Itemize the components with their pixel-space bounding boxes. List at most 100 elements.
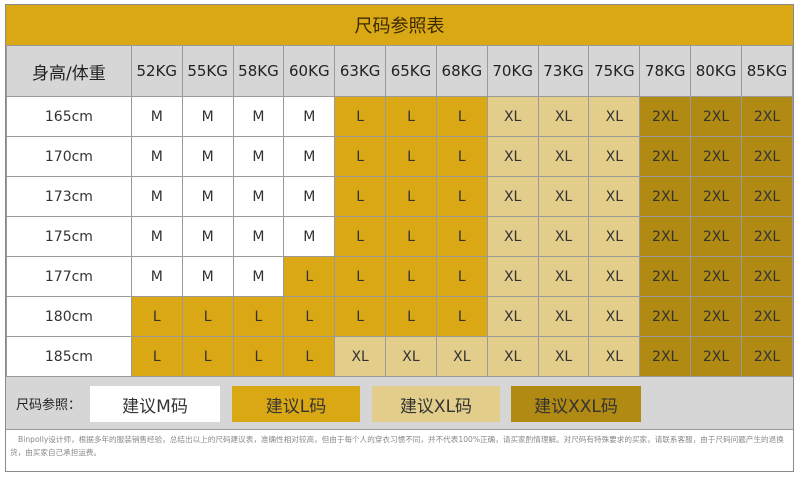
size-cell: L bbox=[283, 336, 336, 377]
legend-l-swatch: 建议L码 bbox=[232, 386, 360, 422]
legend-m-swatch: 建议M码 bbox=[90, 386, 220, 422]
size-cell: 2XL bbox=[690, 176, 742, 217]
size-cell: L bbox=[385, 296, 437, 337]
size-cell: 2XL bbox=[690, 256, 742, 297]
size-cell: 2XL bbox=[639, 256, 692, 297]
table-row: 180cm L L L L L L L XL XL XL 2XL 2XL 2XL bbox=[6, 296, 793, 337]
table-row: 165cm M M M M L L L XL XL XL 2XL 2XL 2XL bbox=[6, 96, 793, 137]
height-cell: 185cm bbox=[6, 336, 132, 377]
size-cell: XL bbox=[486, 216, 539, 257]
size-cell: 2XL bbox=[639, 296, 692, 337]
size-cell: 2XL bbox=[740, 336, 793, 377]
table-row: 173cm M M M M L L L XL XL XL 2XL 2XL 2XL bbox=[6, 176, 793, 217]
size-cell: M bbox=[283, 216, 336, 257]
weight-header: 75KG bbox=[588, 45, 641, 97]
size-cell: L bbox=[435, 136, 488, 177]
size-cell: L bbox=[385, 256, 437, 297]
size-cell: M bbox=[181, 96, 234, 137]
size-cell: 2XL bbox=[690, 336, 742, 377]
size-cell: M bbox=[283, 176, 336, 217]
size-cell: L bbox=[283, 256, 336, 297]
table-row: 177cm M M M L L L L XL XL XL 2XL 2XL 2XL bbox=[6, 256, 793, 297]
size-cell: L bbox=[385, 96, 437, 137]
size-cell: XL bbox=[385, 336, 437, 377]
height-cell: 175cm bbox=[6, 216, 132, 257]
size-cell: XL bbox=[486, 176, 539, 217]
size-cell: 2XL bbox=[740, 296, 793, 337]
size-cell: 2XL bbox=[639, 336, 692, 377]
header-row: 身高/体重 52KG 55KG 58KG 60KG 63KG 65KG 68KG 70KG 73… bbox=[6, 45, 793, 97]
size-cell: XL bbox=[588, 296, 641, 337]
weight-header: 63KG bbox=[334, 45, 387, 97]
size-cell: M bbox=[130, 176, 183, 217]
size-cell: M bbox=[181, 176, 234, 217]
size-cell: M bbox=[232, 256, 285, 297]
corner-header: 身高/体重 bbox=[6, 45, 132, 97]
legend-label: 尺码参照： bbox=[16, 397, 82, 413]
size-cell: M bbox=[130, 256, 183, 297]
height-cell: 170cm bbox=[6, 136, 132, 177]
size-cell: 2XL bbox=[690, 96, 742, 137]
legend: 尺码参照： 建议M码 建议L码 建议XL码 建议XXL码 bbox=[6, 376, 793, 430]
height-cell: 180cm bbox=[6, 296, 132, 337]
size-cell: M bbox=[283, 96, 336, 137]
height-cell: 177cm bbox=[6, 256, 132, 297]
disclaimer-note: Binpolly设计师，根据多年的服装销售经验，总结出以上的尺码建议表，准确性相… bbox=[10, 435, 784, 457]
size-cell: XL bbox=[588, 216, 641, 257]
size-cell: XL bbox=[435, 336, 488, 377]
size-cell: L bbox=[385, 136, 437, 177]
weight-header: 70KG bbox=[486, 45, 539, 97]
size-cell: XL bbox=[486, 96, 539, 137]
weight-header: 80KG bbox=[690, 45, 742, 97]
size-cell: XL bbox=[537, 216, 590, 257]
size-cell: L bbox=[435, 176, 488, 217]
size-cell: L bbox=[334, 256, 387, 297]
size-cell: L bbox=[334, 296, 387, 337]
size-cell: L bbox=[283, 296, 336, 337]
size-cell: XL bbox=[537, 296, 590, 337]
weight-header: 68KG bbox=[435, 45, 488, 97]
size-cell: 2XL bbox=[690, 136, 742, 177]
size-cell: L bbox=[130, 336, 183, 377]
size-cell: 2XL bbox=[740, 256, 793, 297]
size-cell: XL bbox=[486, 136, 539, 177]
size-cell: XL bbox=[537, 96, 590, 137]
size-cell: L bbox=[435, 296, 488, 337]
size-cell: L bbox=[232, 296, 285, 337]
size-cell: L bbox=[130, 296, 183, 337]
size-cell: XL bbox=[588, 336, 641, 377]
size-cell: 2XL bbox=[690, 216, 742, 257]
table-row: 185cm L L L L XL XL XL XL XL XL 2XL 2XL 2XL bbox=[6, 336, 793, 377]
size-cell: XL bbox=[588, 176, 641, 217]
size-cell: L bbox=[435, 96, 488, 137]
weight-header: 73KG bbox=[537, 45, 590, 97]
size-cell: M bbox=[181, 136, 234, 177]
size-cell: 2XL bbox=[740, 96, 793, 137]
size-cell: 2XL bbox=[740, 136, 793, 177]
weight-header: 55KG bbox=[181, 45, 234, 97]
legend-xxl-swatch: 建议XXL码 bbox=[511, 386, 641, 422]
size-cell: 2XL bbox=[639, 216, 692, 257]
size-cell: M bbox=[232, 216, 285, 257]
chart-title: 尺码参照表 bbox=[6, 5, 793, 45]
size-cell: XL bbox=[537, 136, 590, 177]
size-cell: M bbox=[181, 216, 234, 257]
size-cell: XL bbox=[588, 256, 641, 297]
size-cell: XL bbox=[588, 96, 641, 137]
size-cell: 2XL bbox=[639, 96, 692, 137]
size-cell: L bbox=[334, 96, 387, 137]
size-cell: L bbox=[435, 216, 488, 257]
size-cell: L bbox=[334, 216, 387, 257]
size-cell: XL bbox=[334, 336, 387, 377]
size-cell: XL bbox=[537, 336, 590, 377]
size-cell: M bbox=[130, 136, 183, 177]
table-row: 175cm M M M M L L L XL XL XL 2XL 2XL 2XL bbox=[6, 216, 793, 257]
legend-xl-swatch: 建议XL码 bbox=[372, 386, 500, 422]
size-cell: XL bbox=[486, 296, 539, 337]
table-row: 170cm M M M M L L L XL XL XL 2XL 2XL 2XL bbox=[6, 136, 793, 177]
size-cell: L bbox=[232, 336, 285, 377]
weight-header: 78KG bbox=[639, 45, 692, 97]
height-cell: 165cm bbox=[6, 96, 132, 137]
size-cell: M bbox=[130, 216, 183, 257]
size-table: 身高/体重 52KG 55KG 58KG 60KG 63KG 65KG 68KG 70KG 73… bbox=[6, 45, 793, 377]
